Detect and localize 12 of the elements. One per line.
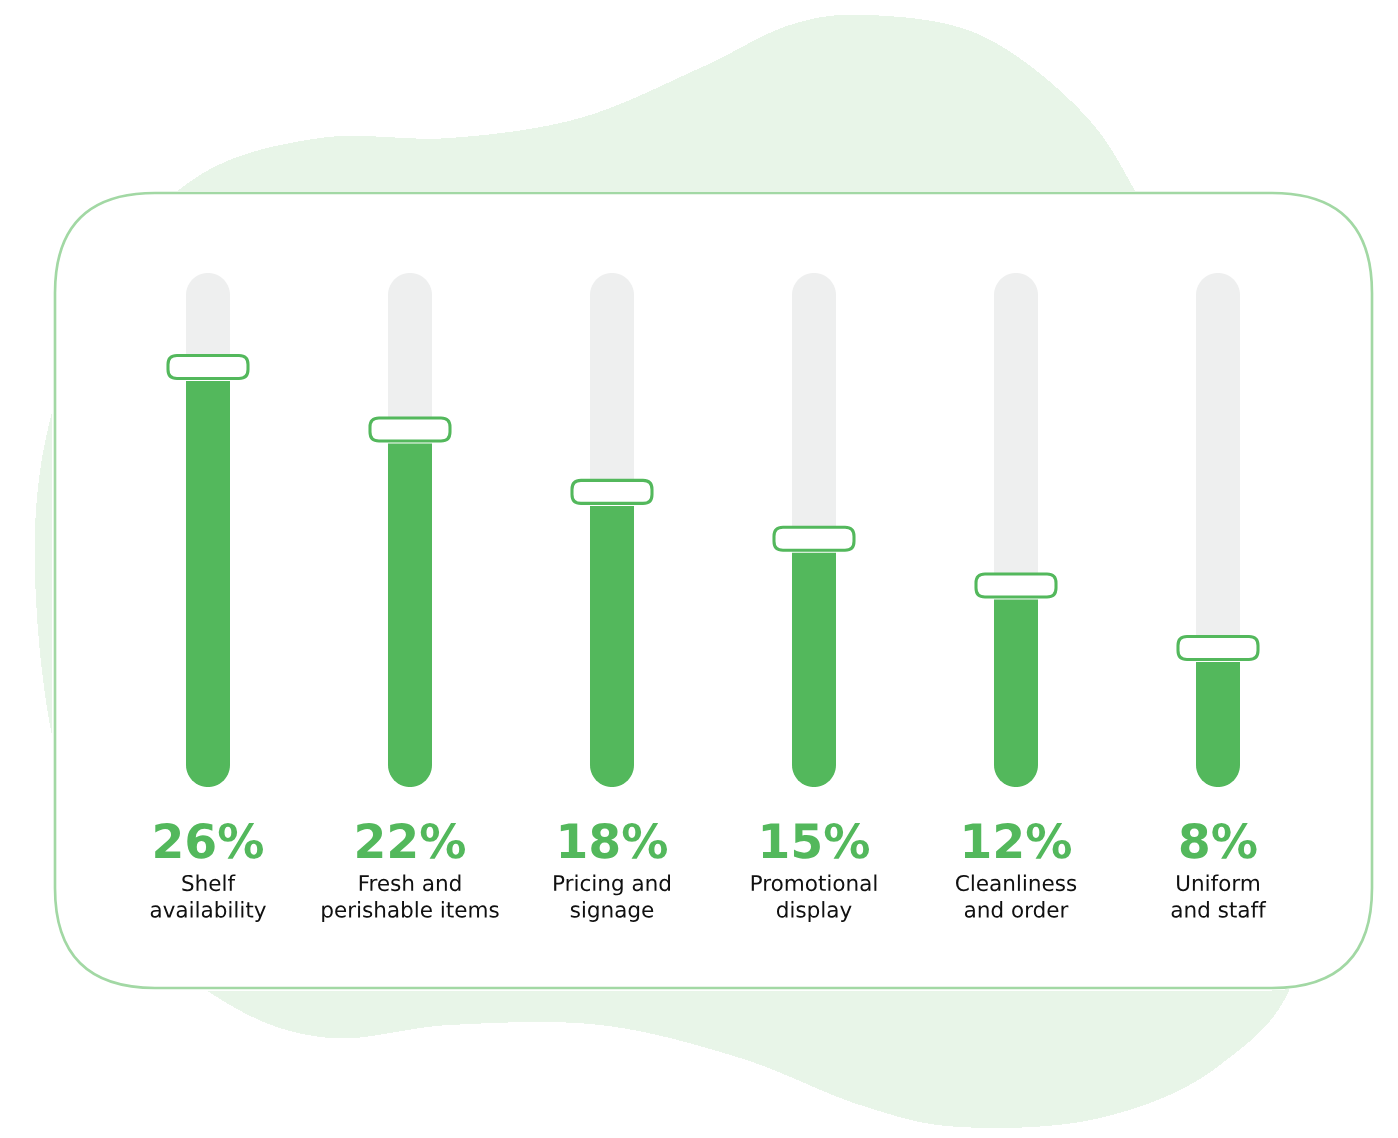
data-label: 15%	[762, 822, 870, 859]
x-tick-label: Fresh and perishable items	[322, 874, 499, 922]
x-tick-label: Uniform and staff	[1171, 874, 1267, 918]
data-label: 8%	[1180, 822, 1257, 859]
data-label: 22%	[357, 822, 466, 859]
x-tick-label: Pricing and signage	[554, 874, 670, 922]
data-label: 18%	[560, 822, 668, 859]
data-label: 26%	[155, 822, 264, 859]
x-tick-label: Shelf availability	[150, 874, 266, 922]
x-tick-label: Cleanliness and order	[956, 874, 1077, 918]
data-label: 12%	[964, 822, 1072, 859]
x-tick-label: Promotional display	[751, 874, 877, 922]
